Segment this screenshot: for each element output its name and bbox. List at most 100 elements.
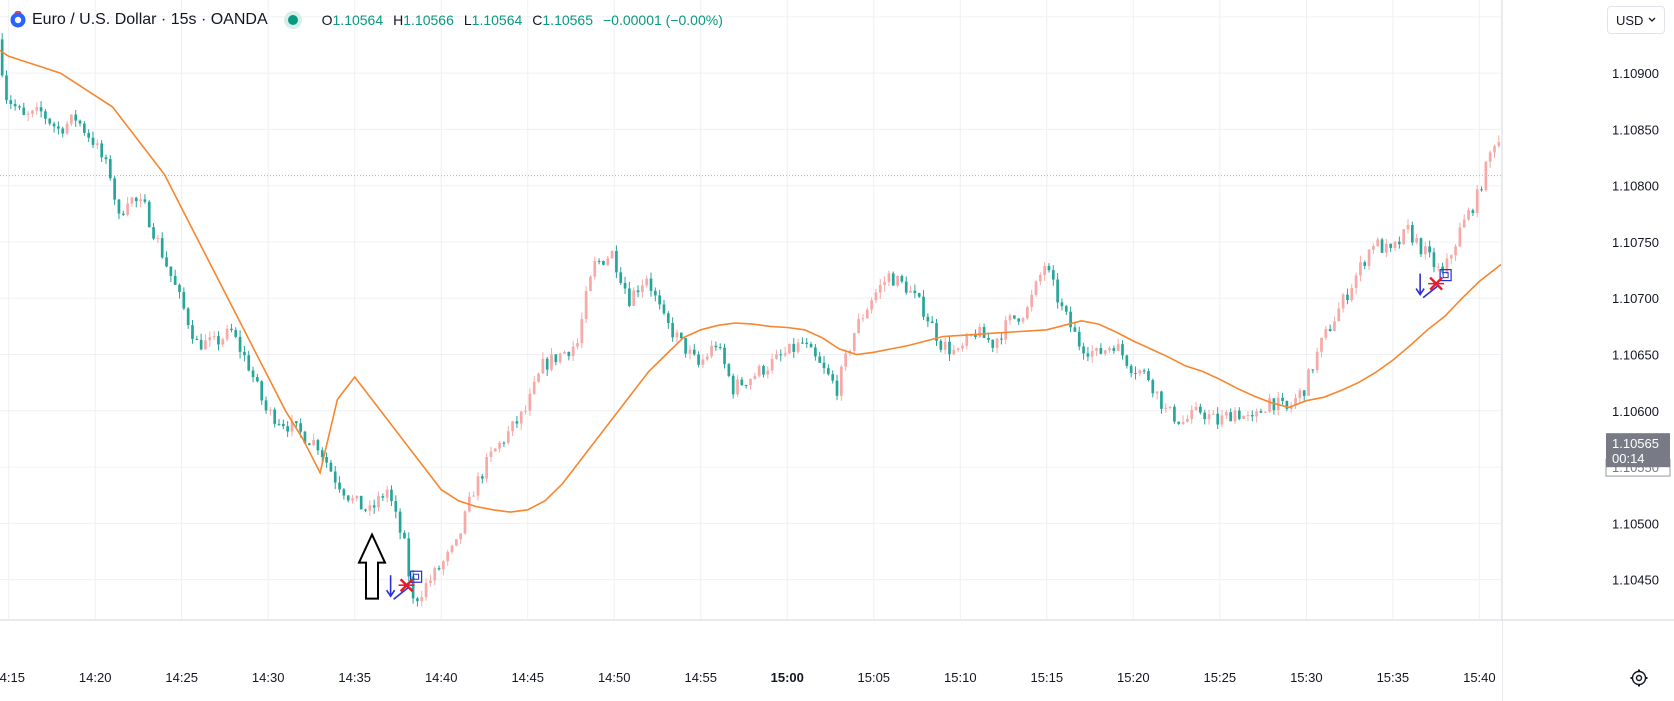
candle-body [1467,210,1470,220]
candle-body [718,347,722,349]
gear-icon[interactable] [1629,668,1649,688]
candle-body [913,290,917,294]
candle-body [65,123,69,134]
candle-body [943,341,947,350]
time-tick-label: 14:30 [252,670,285,685]
candle-body [987,337,990,340]
candle-body [316,440,320,451]
candle-body [1051,270,1055,280]
candle-body [541,358,545,374]
candle-body [0,39,4,76]
candle-body [44,111,47,119]
candle-body [294,421,298,424]
candle-body [1449,255,1453,259]
candle-body [1233,410,1237,422]
candle-body [178,284,181,292]
candle-body [1406,225,1410,230]
candle-body [459,533,463,540]
candle-body [1333,321,1336,332]
candle-body [610,251,614,259]
ohlc-change: −0.00001 (−0.00%) [603,12,723,28]
candle-body [221,339,225,345]
candle-body [152,227,155,239]
candle-body [1458,227,1462,247]
candle-body [290,421,294,432]
candle-body [762,366,765,375]
candle-body [1073,327,1077,332]
candle-body [113,178,116,200]
candle-body [385,489,389,498]
price-tick-label: 1.10650 [1612,348,1659,363]
candle-body [286,426,289,432]
candle-body [878,285,882,293]
candle-body [978,327,982,337]
candle-body [839,366,843,396]
price-axis[interactable]: 1.10450 1.10500 1.10600 1.10650 1.10700 1.107… [1501,0,1674,701]
candle-body [563,352,566,354]
candle-body [926,316,930,322]
candle-body [749,378,752,386]
market-status-icon [287,15,298,25]
candle-body [212,336,216,338]
candle-body [1013,315,1016,319]
candle-body [658,295,662,305]
candle-body [390,489,393,502]
candle-body [498,442,501,449]
candle-body [671,323,674,338]
candle-body [1410,225,1414,243]
candle-body [1181,421,1185,424]
candle-body [1038,274,1042,282]
candle-body [1445,258,1449,273]
time-axis[interactable]: 14:15 14:20 14:25 14:30 14:35 14:40 14:45 14:50… [0,619,1674,701]
candle-body [100,143,103,158]
candle-body [186,308,190,326]
candle-body [299,423,302,432]
candle-body [134,197,138,202]
candle-body [653,290,657,296]
candle-body [121,213,125,215]
candle-body [974,335,977,337]
candle-body [338,482,341,490]
candle-body [1212,413,1215,415]
candle-body [883,281,886,286]
candle-body [1220,415,1224,425]
candle-body [1043,265,1046,275]
candle-body [792,343,796,352]
candle-body [130,197,134,204]
candle-body [199,339,203,350]
candle-body [904,281,908,293]
candle-body [1155,391,1159,394]
symbol-title[interactable]: Euro / U.S. Dollar · 15s · OANDA [32,11,268,28]
candle-body [736,379,739,395]
candle-body [1328,328,1332,332]
candle-body [269,409,272,411]
candle-body [545,358,549,370]
candle-body [666,313,670,324]
candle-body [705,356,709,360]
candle-body [602,260,605,265]
cross-marker-icon [1428,276,1445,291]
candle-body [320,450,324,458]
candle-body [424,583,428,598]
candle-body [1030,294,1034,308]
candle-body [515,421,519,424]
candle-body [731,375,735,395]
currency-selector[interactable]: USD [1607,6,1665,34]
candle-body [779,354,783,356]
price-tick-label: 1.10700 [1612,291,1659,306]
candle-body [1432,252,1436,268]
candle-body [580,318,584,344]
candle-body [1056,279,1059,303]
candle-body [1480,189,1483,191]
candle-body [827,368,830,375]
candle-body [243,351,246,356]
candle-body [234,330,238,337]
candle-body [35,107,39,111]
candle-body [238,336,242,352]
candle-body [917,293,921,297]
candle-body [1069,311,1072,328]
candle-body [342,489,346,496]
candle-body [117,199,121,214]
candle-body [679,332,683,339]
